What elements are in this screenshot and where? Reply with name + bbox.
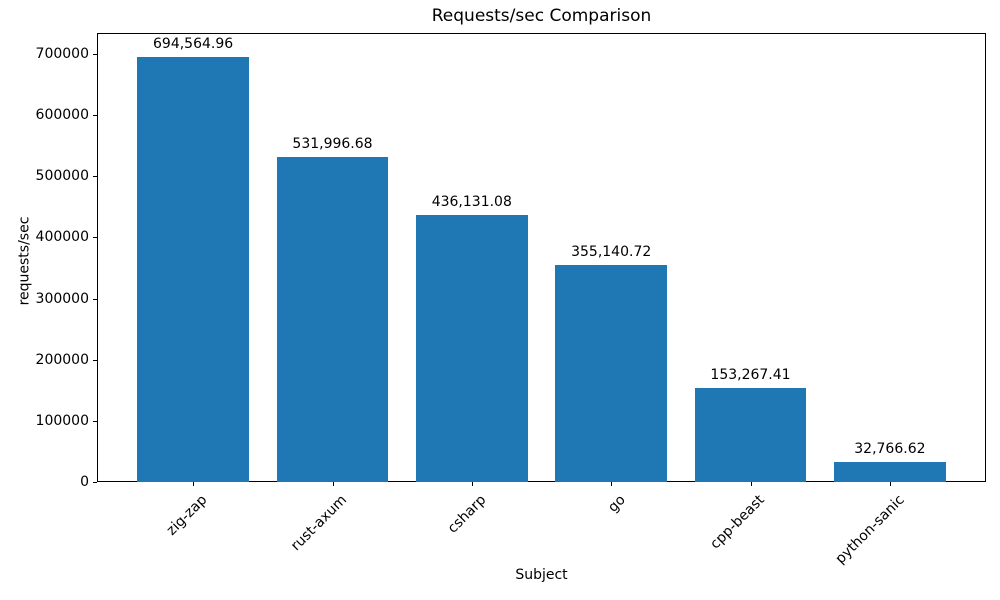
x-tick-label: rust-axum [287, 492, 350, 555]
y-tick-label: 700000 [35, 46, 89, 63]
x-axis-label: Subject [515, 567, 568, 583]
bar-value-label: 355,140.72 [571, 243, 652, 260]
y-tick-label: 100000 [35, 412, 89, 429]
bar-value-label: 32,766.62 [854, 441, 926, 457]
x-tick-mark [889, 482, 891, 486]
y-tick-mark [93, 176, 97, 178]
x-tick-label: cpp-beast [707, 492, 768, 553]
bar [834, 462, 946, 482]
bar-value-label: 153,267.41 [710, 367, 791, 384]
x-tick-label: go [604, 492, 629, 516]
x-tick-label: csharp [444, 492, 490, 537]
x-tick-mark [332, 482, 334, 486]
bar [416, 215, 528, 482]
y-tick-mark [93, 420, 97, 422]
x-tick-label: zig-zap [163, 492, 211, 539]
y-tick-label: 200000 [35, 351, 89, 368]
bar [555, 264, 667, 482]
bar-value-label: 694,564.96 [153, 36, 234, 53]
chart-title: Requests/sec Comparison [431, 6, 652, 26]
x-tick-label: python-sanic [832, 492, 908, 568]
y-tick-mark [93, 482, 97, 483]
x-tick-mark [750, 482, 752, 486]
bar-value-label: 531,996.68 [292, 135, 373, 152]
bar-value-label: 436,131.08 [431, 194, 512, 211]
y-tick-mark [93, 298, 97, 300]
y-tick-label: 600000 [35, 107, 89, 124]
y-tick-label: 500000 [35, 168, 89, 185]
y-tick-label: 400000 [35, 229, 89, 246]
bar [137, 57, 249, 482]
y-tick-mark [93, 359, 97, 361]
y-tick-mark [93, 115, 97, 117]
x-tick-mark [193, 482, 195, 486]
bar [694, 388, 807, 482]
y-tick-label: 300000 [35, 290, 89, 307]
bar [276, 156, 389, 482]
y-tick-mark [93, 54, 97, 56]
y-tick-mark [93, 237, 97, 239]
x-tick-mark [471, 482, 473, 486]
x-tick-mark [611, 482, 613, 486]
y-tick-label: 0 [80, 474, 89, 490]
